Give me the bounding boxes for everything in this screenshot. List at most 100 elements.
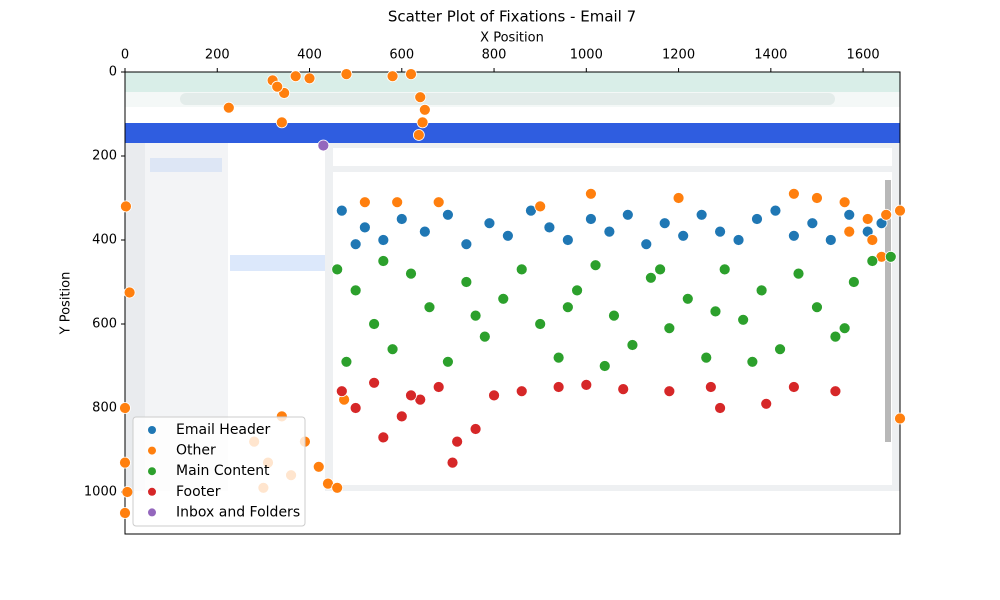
fixation-point [386,70,399,83]
fixation-point [377,255,390,267]
fixation-point [515,385,528,398]
fixation-point [755,284,768,297]
fixation-point [405,68,417,80]
fixation-point [751,213,763,225]
fixation-point [608,309,620,322]
fixation-point [552,351,565,364]
legend-label: Footer [176,484,221,500]
fixation-point [222,101,235,114]
fixation-point [395,410,408,423]
fixation-point [271,80,284,93]
fixation-point [787,187,800,200]
legend-label: Other [176,443,216,459]
fixation-point [746,355,759,368]
x-tick-label: 800 [482,48,507,63]
fixation-point [704,381,717,393]
fixation-point [640,238,653,251]
fixation-point [894,412,906,425]
fixation-point [681,292,694,305]
y-tick-label: 200 [92,149,117,164]
fixation-point [806,217,819,230]
fixation-point [515,263,528,276]
fixation-point [866,255,879,267]
legend-marker [148,487,156,496]
fixation-point [824,234,837,246]
fixation-point [469,309,482,322]
fixation-point [432,196,445,209]
fixation-point [120,200,132,213]
fixation-point [829,385,842,398]
fixation-point [654,263,667,276]
fixation-point [663,322,676,335]
fixation-point [589,259,602,272]
legend-box [132,416,306,527]
fixation-point [460,238,473,251]
fixation-point [534,200,547,213]
fixation-point [119,507,131,519]
fixation-point [894,204,906,217]
fixation-point [534,318,547,330]
fixation-point [621,208,634,221]
plot-frame [124,71,901,535]
fixation-point [275,116,288,129]
screenshot-background [125,72,900,491]
fixation-point [340,355,353,368]
fixation-point [331,481,344,494]
fixation-point [121,486,134,498]
fixation-point [391,196,404,209]
fixation-point [561,234,574,246]
fixation-point [774,343,786,356]
fixation-point [405,389,417,402]
fixation-point [644,271,657,284]
fixation-point [460,276,473,288]
fixation-point [312,460,325,473]
fixation-point [368,318,381,330]
fixation-point [598,360,611,372]
fixation-point [349,284,362,297]
fixation-point [289,70,302,83]
fixation-point [626,339,639,351]
fixation-point [414,91,427,104]
fixation-point [843,208,856,221]
fixation-point [617,383,630,396]
y-axis-label: Y Position [59,272,74,336]
fixation-point [561,301,574,314]
fixation-point [442,208,454,221]
fixation-point [811,301,823,314]
fixation-point [377,431,390,444]
fixation-point [792,267,805,280]
fixation-point [377,234,390,246]
fixation-point [585,213,597,225]
fixation-point [412,129,425,141]
fixation-point [123,286,136,299]
fixation-point [884,250,897,263]
fixation-point [760,397,773,410]
y-tick-label: 0 [109,65,117,80]
fixation-point [695,208,708,221]
fixation-point [423,301,436,314]
y-tick-label: 400 [92,233,117,248]
fixation-point [580,378,593,391]
fixation-point [386,343,399,356]
fixation-point [497,292,510,305]
y-tick-label: 600 [92,317,117,332]
fixation-point [861,213,874,225]
fixation-point [718,263,731,276]
fixation-point [349,238,362,251]
fixation-point [880,208,893,221]
fixation-point [501,229,514,242]
fixation-point [331,263,344,276]
fixation-point [585,187,597,200]
fixation-point [769,204,782,217]
fixation-point [866,234,879,246]
x-tick-label: 600 [389,48,414,63]
fixation-point [405,267,417,280]
legend-label: Main Content [176,463,270,479]
fixation-point [442,355,454,368]
fixation-point [395,213,408,225]
fixation-point [358,221,371,234]
x-tick-label: 1400 [754,48,787,63]
fixation-point [700,351,713,364]
fixation-point [340,68,353,80]
